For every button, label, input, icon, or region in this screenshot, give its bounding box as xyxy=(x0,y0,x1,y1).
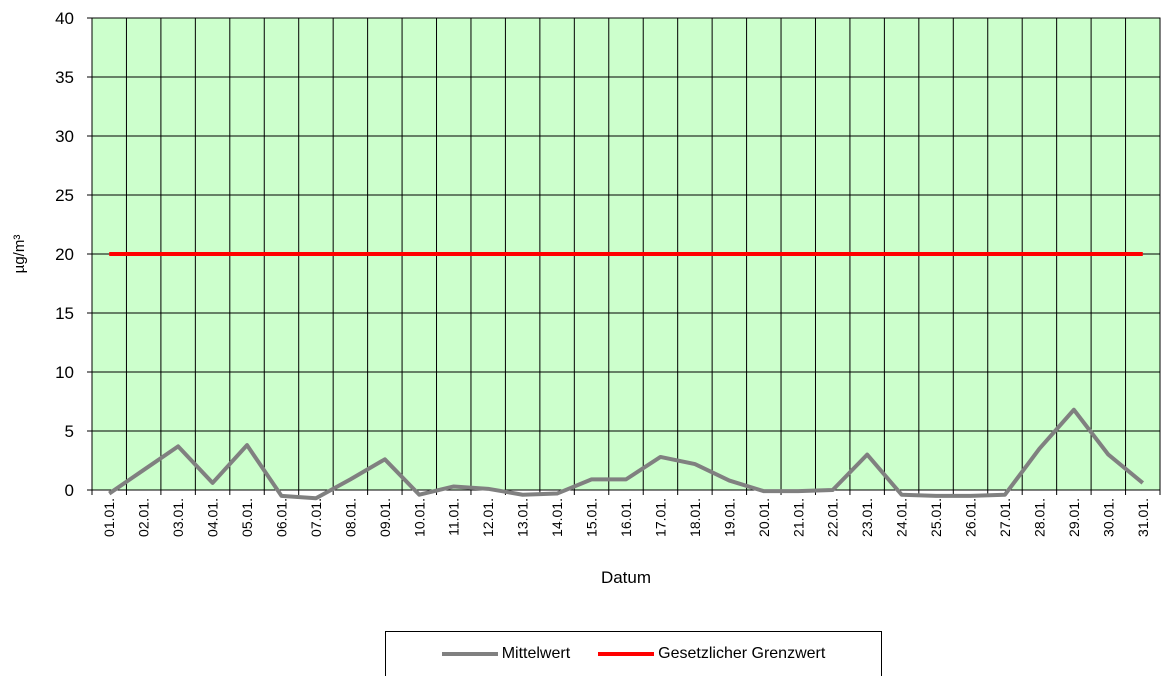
x-tick-label: 05.01. xyxy=(239,498,255,537)
legend-label-mittelwert: Mittelwert xyxy=(501,645,571,662)
x-tick-label: 31.01. xyxy=(1135,498,1151,537)
x-tick-label: 03.01. xyxy=(170,498,186,537)
x-tick-label: 28.01. xyxy=(1031,498,1047,537)
legend: Mittelwert Gesetzlicher Grenzwert xyxy=(385,631,882,676)
x-tick-label: 07.01. xyxy=(308,498,324,537)
legend-swatch-grenzwert xyxy=(598,652,655,656)
y-tick-label: 35 xyxy=(55,68,74,87)
x-tick-label: 16.01. xyxy=(618,498,634,537)
x-tick-label: 02.01. xyxy=(136,498,152,537)
x-axis-label: Datum xyxy=(601,568,651,587)
x-tick-label: 01.01. xyxy=(101,498,117,537)
x-tick-label: 18.01. xyxy=(687,498,703,537)
y-tick-label: 40 xyxy=(55,9,74,28)
x-tick-label: 11.01. xyxy=(446,498,462,536)
y-tick-label: 0 xyxy=(65,481,74,500)
x-tick-label: 24.01. xyxy=(894,498,910,537)
x-tick-label: 21.01. xyxy=(790,498,806,537)
x-tick-label: 23.01. xyxy=(859,498,875,537)
y-tick-label: 5 xyxy=(65,422,74,441)
y-axis-ticks: 0 5 10 15 20 25 30 35 40 xyxy=(55,9,92,500)
x-tick-label: 08.01. xyxy=(342,498,358,537)
y-tick-label: 25 xyxy=(55,186,74,205)
x-tick-label: 13.01. xyxy=(515,498,531,537)
legend-swatch-mittelwert xyxy=(441,652,498,656)
x-tick-label: 17.01. xyxy=(652,498,668,537)
x-tick-label: 27.01. xyxy=(997,498,1013,537)
x-tick-label: 09.01. xyxy=(377,498,393,537)
legend-label-grenzwert: Gesetzlicher Grenzwert xyxy=(658,645,826,662)
x-tick-label: 25.01. xyxy=(928,498,944,537)
x-tick-label: 15.01. xyxy=(584,498,600,537)
x-tick-label: 29.01. xyxy=(1066,498,1082,537)
y-axis-label: µg/m³ xyxy=(11,235,28,274)
x-tick-label: 19.01. xyxy=(721,498,737,537)
line-chart: 0 5 10 15 20 25 30 35 40 01.01. 02.01. 03.01. 04.01… xyxy=(11,9,1161,587)
y-tick-label: 10 xyxy=(55,363,74,382)
x-tick-label: 20.01. xyxy=(756,498,772,537)
y-tick-label: 30 xyxy=(55,127,74,146)
x-tick-label: 30.01. xyxy=(1100,498,1116,537)
x-axis-ticks: 01.01. 02.01. 03.01. 04.01. 05.01. 06.01. 07.0… xyxy=(91,490,1161,537)
x-tick-label: 26.01. xyxy=(963,498,979,537)
x-tick-label: 04.01. xyxy=(205,498,221,537)
legend-item-grenzwert: Gesetzlicher Grenzwert xyxy=(598,645,825,663)
x-tick-label: 06.01. xyxy=(273,498,289,537)
y-tick-label: 20 xyxy=(55,245,74,264)
x-tick-label: 22.01. xyxy=(825,498,841,537)
legend-item-mittelwert: Mittelwert xyxy=(441,645,571,663)
x-tick-label: 14.01. xyxy=(549,498,565,537)
x-tick-label: 10.01. xyxy=(411,498,427,537)
y-tick-label: 15 xyxy=(55,304,74,323)
series-line-mittelwert xyxy=(108,407,1145,501)
x-tick-label: 12.01. xyxy=(480,498,496,537)
series-layer xyxy=(108,252,1145,501)
